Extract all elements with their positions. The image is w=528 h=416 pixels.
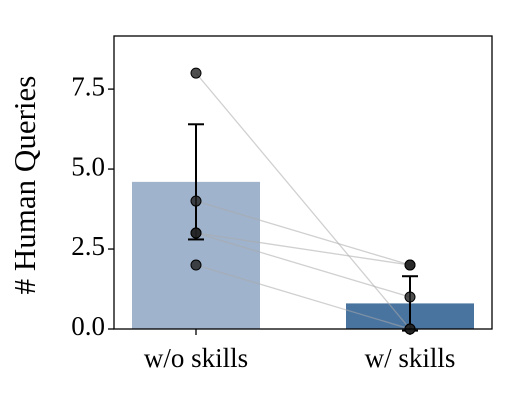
y-tick-label: 2.5 (71, 231, 105, 261)
y-tick-label: 7.5 (71, 71, 105, 101)
point (404, 291, 416, 303)
point (190, 195, 202, 207)
point (190, 259, 202, 271)
x-tick-label: w/o skills (144, 343, 248, 373)
x-tick-label: w/ skills (365, 343, 456, 373)
pair-line (195, 232, 411, 266)
pair-line (195, 200, 411, 266)
point (190, 227, 202, 239)
y-axis-label: # Human Queries (7, 76, 42, 295)
y-tick-label: 0.0 (71, 311, 105, 341)
point (190, 67, 202, 79)
axes-frame (113, 35, 493, 330)
point (404, 259, 416, 271)
pair-line (195, 232, 411, 298)
pair-line (195, 264, 411, 330)
y-tick-label: 5.0 (71, 151, 105, 181)
error-bar (188, 123, 204, 241)
